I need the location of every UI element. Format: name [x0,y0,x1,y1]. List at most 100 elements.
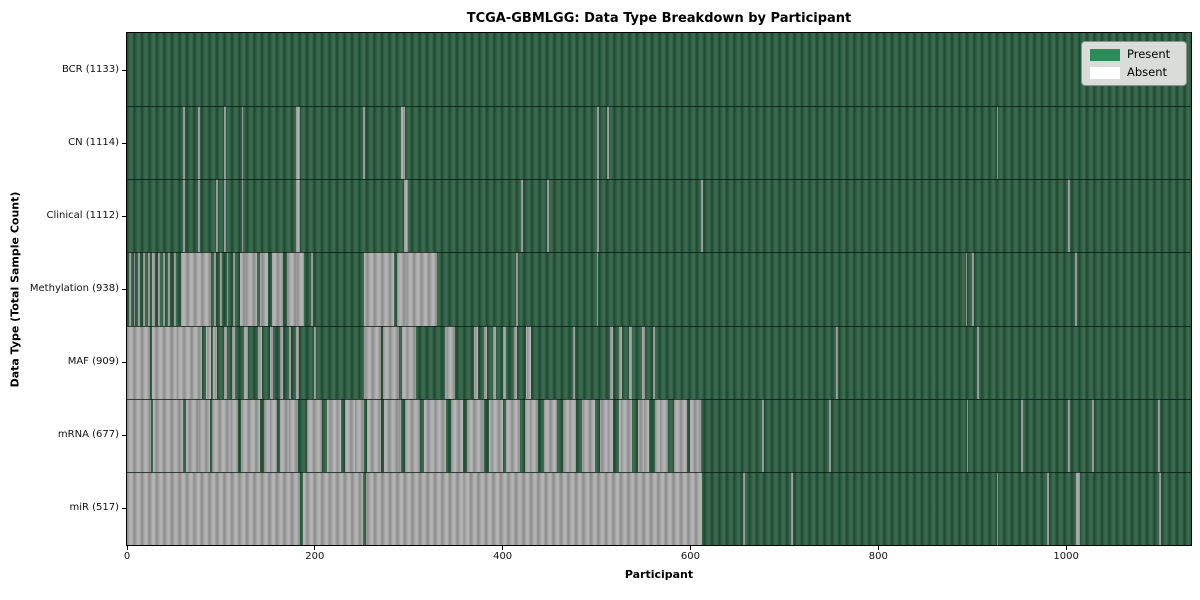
absent-segment [383,325,400,399]
absent-segment [213,325,218,399]
y-tick-mark [122,69,126,71]
absent-segment [198,179,201,253]
absent-segment [127,325,150,399]
absent-segment [311,252,313,326]
absent-segment [673,398,687,472]
absent-segment [606,106,609,180]
absent-segment [483,325,487,399]
absent-segment [296,179,300,253]
absent-segment [240,398,261,472]
absent-segment [264,398,278,472]
y-tick-label-bcr: BCR (1133) [61,63,119,75]
y-tick-mark [122,362,126,364]
absent-segment [147,252,150,326]
absent-segment [404,398,420,472]
absent-segment [362,106,365,180]
y-tick-label-mir: miR (517) [69,502,119,514]
absent-segment [1067,179,1070,253]
absent-segment [180,252,211,326]
absent-segment [128,252,131,326]
x-axis-title: Participant [624,568,694,581]
absent-segment [641,325,646,399]
y-tick-mark [122,508,126,510]
legend-label-absent: Absent [1127,65,1168,79]
absent-segment [526,325,531,399]
absent-segment [972,252,975,326]
absent-segment [404,179,408,253]
row-clinical [127,179,1191,253]
absent-segment [521,179,524,253]
x-tick-mark [502,546,504,550]
absent-segment [214,252,217,326]
absent-segment [743,471,745,545]
row-separator [127,106,1191,108]
x-tick-mark [314,546,316,550]
absent-segment [790,471,793,545]
absent-segment [365,471,702,545]
absent-segment [596,252,599,326]
legend-item-absent: Absent [1090,66,1178,79]
absent-segment [466,398,484,472]
absent-segment [637,398,650,472]
x-tick-label-200: 200 [305,551,325,562]
absent-segment [450,398,464,472]
absent-segment [296,325,299,399]
absent-segment [502,325,507,399]
absent-segment [142,252,145,326]
row-separator [127,325,1191,327]
absent-segment [205,325,211,399]
absent-segment [402,325,417,399]
absent-segment [700,179,703,253]
present-swatch-icon [1090,48,1120,61]
x-tick-mark [1065,546,1067,550]
x-tick-label-1000: 1000 [1053,551,1079,562]
absent-segment [288,325,292,399]
row-mrna [127,398,1191,472]
absent-segment [212,398,238,472]
absent-segment [474,325,479,399]
absent-segment [233,252,235,326]
absent-segment [138,252,141,326]
row-cn [127,106,1191,180]
x-tick-label-800: 800 [868,551,888,562]
absent-segment [260,252,268,326]
absent-segment [1159,471,1161,545]
row-methylation [127,252,1191,326]
absent-segment [127,471,300,545]
absent-segment [286,252,304,326]
absent-segment [619,398,633,472]
absent-segment [996,106,999,180]
absent-segment [652,325,655,399]
absent-segment [597,179,600,253]
absent-segment [445,325,455,399]
absent-segment [619,325,622,399]
absent-segment [173,252,176,326]
absent-segment [153,398,184,472]
absent-segment [573,325,575,399]
absent-segment [761,398,764,472]
row-separator [127,471,1191,473]
row-separator [127,252,1191,254]
absent-segment [597,106,600,180]
absent-segment [280,398,298,472]
absent-segment [296,106,300,180]
y-tick-mark [122,215,126,217]
y-tick-mark [122,142,126,144]
absent-segment [1075,252,1078,326]
absent-segment [493,325,497,399]
x-tick-label-0: 0 [123,551,131,562]
row-mir [127,471,1191,545]
absent-segment [307,398,323,472]
absent-segment [269,325,273,399]
absent-segment [976,325,979,399]
absent-segment [966,398,969,472]
absent-segment [384,398,402,472]
absent-segment [219,252,222,326]
row-maf [127,325,1191,399]
absent-segment [581,398,595,472]
absent-segment [302,471,363,545]
chart-title: TCGA-GBMLGG: Data Type Breakdown by Part… [466,11,852,26]
absent-segment [562,398,576,472]
legend: Present Absent [1081,41,1187,86]
absent-segment [515,252,518,326]
